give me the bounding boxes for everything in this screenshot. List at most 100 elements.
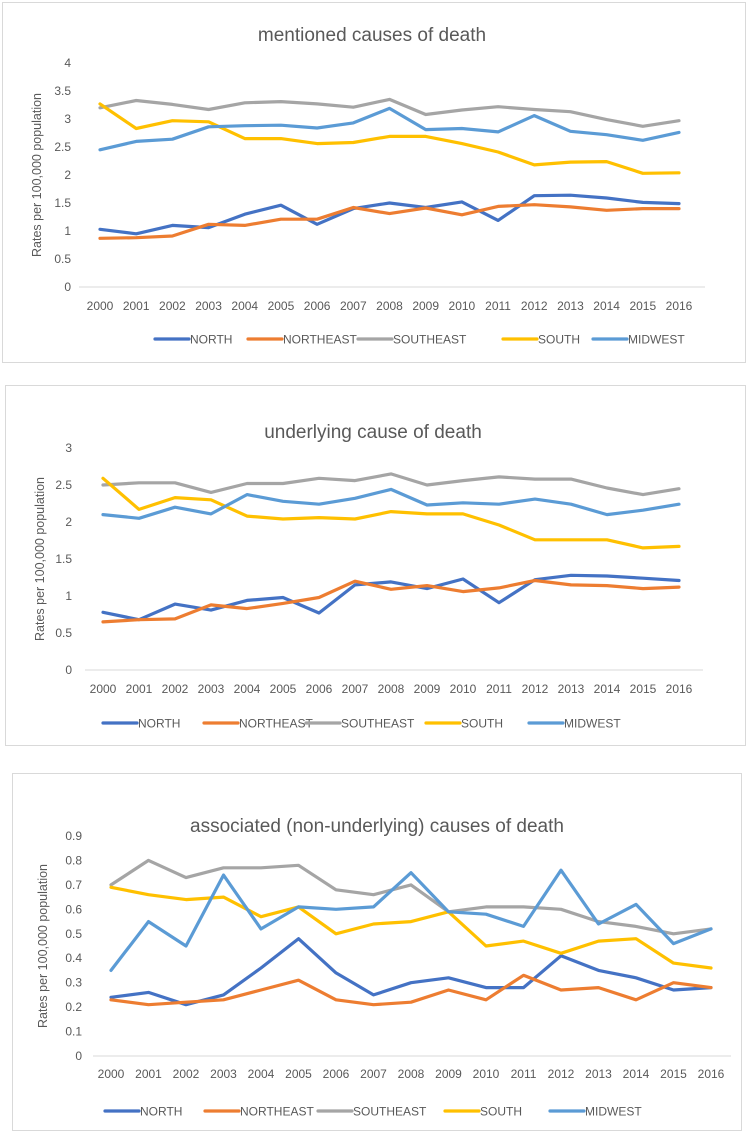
- series-line-north: [109, 937, 713, 1007]
- y-tick-label: 1.5: [54, 196, 71, 210]
- series-line-south: [101, 476, 681, 550]
- y-tick-label: 2: [64, 168, 71, 182]
- x-tick-label: 2014: [594, 682, 621, 696]
- legend-item-northeast: NORTHEAST: [203, 1105, 314, 1119]
- chart-underlying-cause: underlying cause of death Rates per 100,0…: [5, 385, 746, 746]
- x-tick-label: 2009: [435, 1067, 462, 1081]
- y-tick-label: 0.3: [65, 976, 82, 990]
- chart-title: mentioned causes of death: [258, 25, 486, 46]
- y-tick-label: 1.5: [55, 552, 72, 566]
- y-tick-label: 2: [65, 515, 72, 529]
- legend-label: SOUTH: [538, 333, 580, 347]
- legend-label: SOUTH: [461, 717, 503, 731]
- legend-item-north: NORTH: [153, 333, 232, 347]
- series-line-northeast: [109, 973, 713, 1007]
- y-axis-label: Rates per 100,000 population: [36, 864, 50, 1028]
- legend-item-north: NORTH: [101, 717, 180, 731]
- legend-item-midwest: MIDWEST: [527, 717, 621, 731]
- y-tick-label: 3: [65, 441, 72, 455]
- y-tick-label: 1: [64, 224, 71, 238]
- legend-label: NORTHEAST: [283, 333, 357, 347]
- chart-svg-underlying: underlying cause of death Rates per 100,0…: [33, 422, 703, 731]
- legend-item-northeast: NORTHEAST: [246, 333, 357, 347]
- chart-svg-associated: associated (non-underlying) causes of de…: [36, 816, 731, 1119]
- x-tick-label: 2002: [159, 299, 186, 313]
- x-tick-label: 2005: [285, 1067, 312, 1081]
- x-tick-label: 2012: [548, 1067, 575, 1081]
- y-tick-label: 3.5: [54, 84, 71, 98]
- legend-item-northeast: NORTHEAST: [202, 717, 313, 731]
- x-tick-label: 2009: [412, 299, 439, 313]
- y-tick-label: 0.4: [65, 951, 82, 965]
- x-tick-label: 2008: [376, 299, 403, 313]
- x-tick-label: 2016: [666, 682, 693, 696]
- x-tick-label: 2010: [450, 682, 477, 696]
- x-tick-label: 2004: [234, 682, 261, 696]
- x-tick-label: 2001: [126, 682, 153, 696]
- y-tick-label: 2.5: [54, 140, 71, 154]
- series-line-southeast: [101, 472, 681, 497]
- x-tick-label: 2006: [304, 299, 331, 313]
- x-tick-label: 2001: [135, 1067, 162, 1081]
- series-line-south: [109, 885, 713, 970]
- legend-item-south: SOUTH: [501, 333, 580, 347]
- series-line-midwest: [98, 106, 681, 152]
- x-tick-label: 2005: [270, 682, 297, 696]
- x-tick-label: 2003: [210, 1067, 237, 1081]
- x-tick-label: 2002: [173, 1067, 200, 1081]
- legend-item-southeast: SOUTHEAST: [356, 333, 467, 347]
- x-tick-label: 2005: [268, 299, 295, 313]
- legend-label: MIDWEST: [564, 717, 621, 731]
- series-line-southeast: [109, 858, 713, 936]
- x-tick-label: 2010: [473, 1067, 500, 1081]
- legend-label: SOUTHEAST: [353, 1105, 427, 1119]
- y-tick-label: 0.6: [65, 902, 82, 916]
- y-tick-label: 0.5: [55, 626, 72, 640]
- x-tick-label: 2013: [558, 682, 585, 696]
- y-tick-label: 0.7: [65, 878, 82, 892]
- x-tick-label: 2010: [449, 299, 476, 313]
- legend-item-southeast: SOUTHEAST: [316, 1105, 427, 1119]
- y-tick-label: 1: [65, 589, 72, 603]
- y-tick-label: 0.8: [65, 853, 82, 867]
- series-line-midwest: [109, 868, 713, 972]
- legend-label: MIDWEST: [628, 333, 685, 347]
- series-line-northeast: [101, 578, 681, 624]
- chart-title: underlying cause of death: [264, 422, 482, 443]
- x-tick-label: 2000: [90, 682, 117, 696]
- y-axis-label: Rates per 100,000 population: [33, 477, 47, 641]
- legend-item-midwest: MIDWEST: [591, 333, 685, 347]
- chart-associated-causes: associated (non-underlying) causes of de…: [12, 773, 742, 1131]
- x-tick-label: 2003: [198, 682, 225, 696]
- legend-label: NORTHEAST: [239, 717, 313, 731]
- chart-mentioned-causes: mentioned causes of death Rates per 100,0…: [2, 2, 746, 363]
- x-tick-label: 2015: [660, 1067, 687, 1081]
- x-tick-label: 2012: [521, 299, 548, 313]
- legend-item-south: SOUTH: [443, 1105, 522, 1119]
- y-tick-label: 0.9: [65, 829, 82, 843]
- x-tick-label: 2014: [623, 1067, 650, 1081]
- legend-item-midwest: MIDWEST: [548, 1105, 642, 1119]
- x-tick-label: 2011: [486, 682, 512, 696]
- series-line-northeast: [98, 203, 681, 240]
- x-tick-label: 2006: [323, 1067, 350, 1081]
- x-tick-label: 2003: [195, 299, 222, 313]
- legend-label: MIDWEST: [585, 1105, 642, 1119]
- chart-svg-mentioned: mentioned causes of death Rates per 100,0…: [30, 25, 705, 347]
- y-tick-label: 4: [64, 56, 71, 70]
- x-tick-label: 2011: [485, 299, 511, 313]
- y-tick-label: 3: [64, 112, 71, 126]
- legend-label: NORTH: [140, 1105, 182, 1119]
- y-tick-label: 0: [75, 1049, 82, 1063]
- x-tick-label: 2001: [123, 299, 150, 313]
- x-tick-label: 2002: [162, 682, 189, 696]
- legend-label: SOUTHEAST: [393, 333, 467, 347]
- y-tick-label: 0.1: [65, 1025, 82, 1039]
- x-tick-label: 2016: [666, 299, 693, 313]
- x-tick-label: 2008: [398, 1067, 425, 1081]
- chart-title: associated (non-underlying) causes of de…: [190, 816, 564, 837]
- legend-item-southeast: SOUTHEAST: [304, 717, 415, 731]
- x-tick-label: 2015: [630, 682, 657, 696]
- y-tick-label: 0: [64, 280, 71, 294]
- x-tick-label: 2000: [98, 1067, 125, 1081]
